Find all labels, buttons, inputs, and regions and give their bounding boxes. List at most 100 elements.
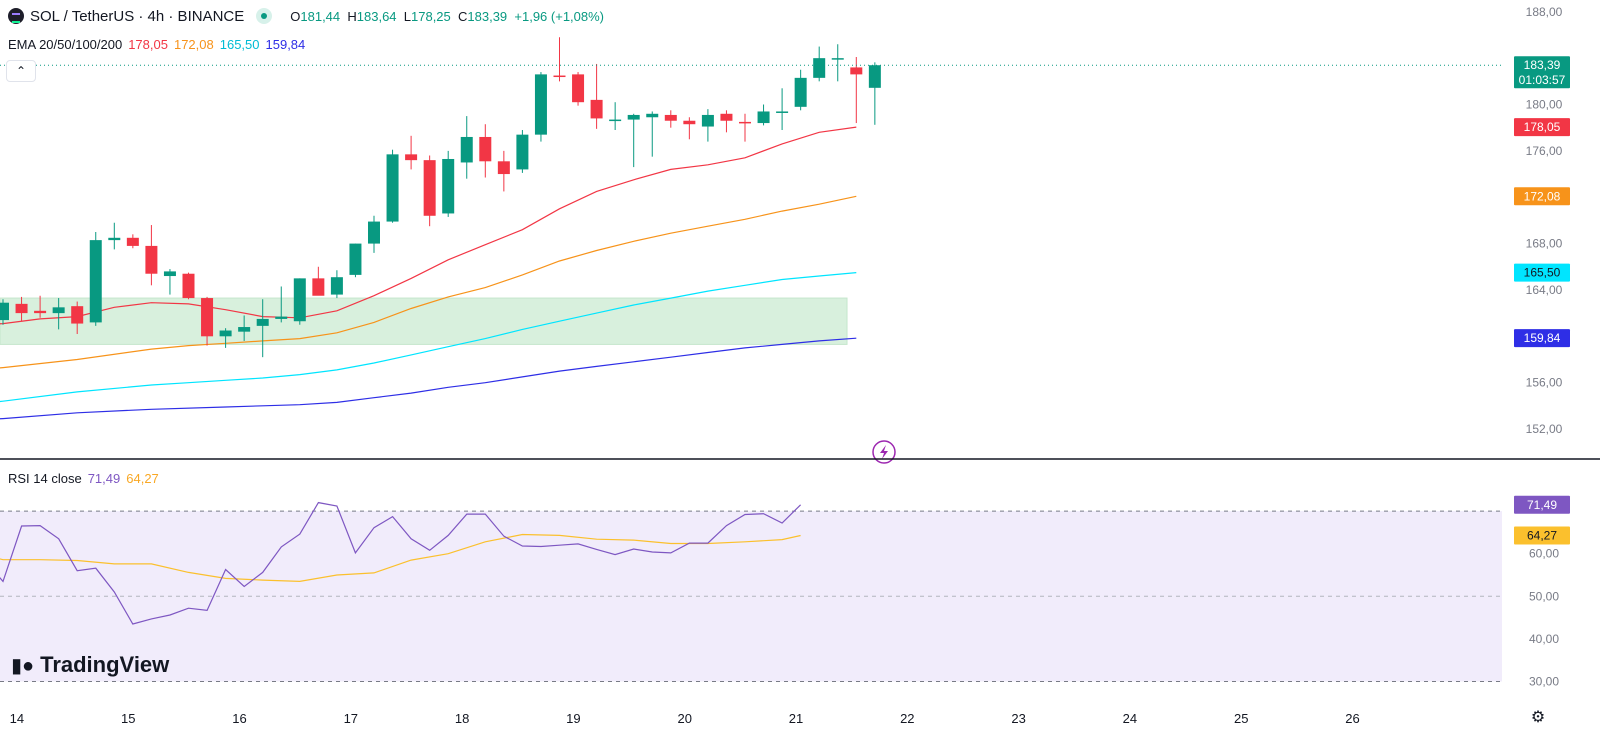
candle — [831, 44, 844, 82]
candle-body — [850, 67, 863, 75]
candle-body — [590, 99, 603, 119]
tradingview-mark-icon: ▮● — [11, 655, 35, 677]
ema100-line — [0, 272, 857, 403]
candle — [739, 113, 751, 142]
candle — [52, 298, 65, 330]
candle — [683, 117, 696, 140]
low-label: L — [403, 9, 411, 24]
time-tick-label: 22 — [900, 711, 914, 726]
candle — [293, 278, 306, 325]
candle-body — [386, 154, 399, 222]
candle — [646, 111, 659, 157]
rsi-tick-label: 60,00 — [1529, 547, 1559, 561]
candle — [423, 155, 436, 227]
price-tick-label: 152,00 — [1526, 422, 1563, 436]
candle-body — [794, 77, 807, 107]
candle-body — [219, 330, 232, 337]
last-price-badge: 183,39 — [1524, 58, 1561, 72]
time-axis[interactable]: 14 15 16 17 18 19 20 21 22 23 24 25 26 — [10, 711, 1360, 726]
ema200-badge-bg — [1514, 329, 1570, 348]
candle — [256, 299, 269, 358]
time-tick-label: 25 — [1234, 711, 1248, 726]
price-tick-label: 156,00 — [1526, 376, 1563, 390]
candle — [609, 102, 622, 131]
candle — [89, 232, 102, 326]
candle — [664, 110, 677, 128]
time-tick-label: 15 — [121, 711, 135, 726]
candle — [201, 296, 214, 346]
price-tick-label: 180,00 — [1526, 98, 1563, 112]
market-status-icon[interactable] — [256, 8, 273, 24]
brand-name: TradingView — [40, 652, 170, 677]
rsi-ma-badge-bg — [1514, 526, 1570, 545]
ema100-value: 165,50 — [219, 37, 260, 52]
candle-body — [368, 221, 380, 244]
rsi-ma-badge: 64,27 — [1527, 529, 1557, 543]
candle-body — [813, 58, 826, 78]
candle-body — [757, 111, 770, 124]
candle — [368, 215, 380, 253]
candle — [497, 150, 510, 192]
ema-lines — [0, 126, 857, 420]
candle — [182, 272, 195, 300]
candle — [386, 149, 399, 223]
collapse-legend-button[interactable]: ⌃ — [6, 60, 36, 82]
candle — [34, 295, 47, 318]
candle-body — [312, 278, 325, 296]
ema50-badge-bg — [1514, 187, 1570, 206]
time-tick-label: 20 — [677, 711, 691, 726]
candles — [0, 37, 881, 358]
candle — [349, 243, 362, 278]
time-tick-label: 16 — [232, 711, 246, 726]
rsi-tick-label: 30,00 — [1529, 674, 1559, 688]
candle-body — [442, 158, 455, 214]
ema200-line — [0, 337, 857, 420]
price-tick-label: 168,00 — [1526, 237, 1563, 251]
candle — [850, 56, 863, 124]
candle — [238, 315, 251, 341]
candle — [71, 301, 84, 334]
price-tick-label: 188,00 — [1526, 5, 1563, 19]
settings-gear-icon[interactable]: ⚙ — [1530, 709, 1546, 726]
candle-body — [516, 134, 529, 170]
close-label: C — [458, 9, 468, 24]
candle-body — [163, 271, 176, 277]
candle — [163, 269, 176, 295]
candle — [572, 72, 585, 106]
candle-body — [52, 307, 65, 314]
lightning-icon-bolt — [880, 445, 888, 459]
rsi-badge: 71,49 — [1527, 498, 1557, 512]
candle — [126, 234, 139, 249]
candle — [405, 135, 418, 170]
candle-body — [256, 318, 269, 326]
candle — [479, 124, 492, 178]
open-value: 181,44 — [300, 9, 341, 24]
candle — [330, 270, 343, 299]
candle — [701, 109, 714, 142]
candle-body — [201, 298, 214, 337]
rsi-axis[interactable]: 60,00 50,00 40,00 30,00 — [1529, 547, 1559, 689]
rsi-levels — [0, 510, 1502, 682]
candle — [627, 113, 640, 168]
symbol-title[interactable]: SOL / TetherUS · 4h · BINANCE — [30, 8, 245, 25]
time-tick-label: 26 — [1345, 711, 1359, 726]
ema20-badge: 178,05 — [1524, 120, 1561, 134]
change-value: +1,96 (+1,08%) — [514, 9, 605, 24]
candle — [590, 63, 603, 129]
rsi-line — [0, 501, 802, 625]
candle-body — [831, 58, 844, 60]
lightning-icon[interactable] — [872, 440, 896, 464]
rsi-ma-line — [0, 533, 801, 583]
candle-body — [126, 237, 139, 246]
close-value: 183,39 — [467, 9, 508, 24]
candle — [534, 72, 547, 142]
rsi-legend[interactable]: RSI 14 close 71,49 64,27 — [8, 471, 165, 486]
candle-body — [627, 114, 640, 120]
ohlc-values: O181,44 H183,64 L178,25 C183,39 +1,96 (+… — [290, 9, 604, 24]
candle-body — [71, 306, 84, 324]
tradingview-logo[interactable]: ▮● TradingView — [11, 652, 169, 678]
candle-body — [330, 277, 343, 295]
ema-legend[interactable]: EMA 20/50/100/200 178,05 172,08 165,50 159,8… — [8, 37, 311, 52]
